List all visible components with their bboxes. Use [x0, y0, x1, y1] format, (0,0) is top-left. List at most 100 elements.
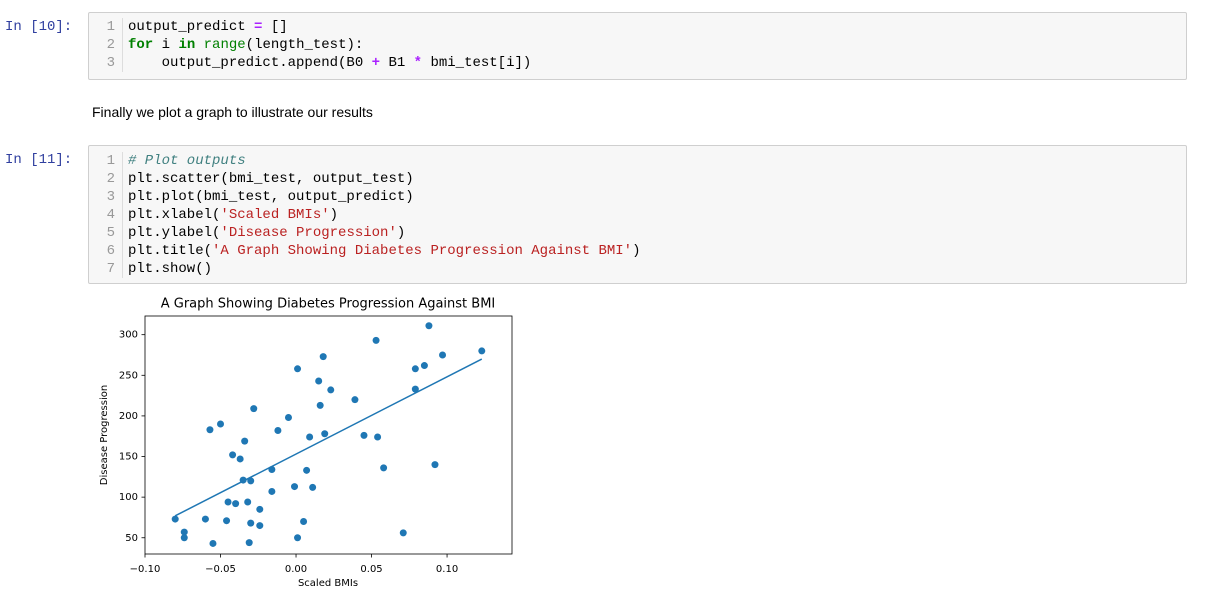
y-axis-label: Disease Progression [99, 385, 110, 485]
data-point [309, 483, 317, 491]
data-point [439, 351, 447, 359]
y-tick-label: 300 [119, 330, 138, 341]
code-token: ) [632, 243, 641, 259]
data-point [250, 405, 258, 413]
data-point [180, 534, 188, 542]
code-line: 1 output_predict = [] [89, 18, 1186, 36]
code-token: plt.ylabel( [128, 225, 221, 241]
data-point [319, 353, 327, 361]
data-point [374, 433, 382, 441]
data-point [411, 365, 419, 373]
data-point [223, 517, 231, 525]
prompt: In [10]: [5, 19, 73, 35]
data-point [236, 455, 244, 463]
data-point [209, 539, 217, 547]
data-point [268, 487, 276, 495]
prompt: In [11]: [5, 152, 73, 168]
code-token: plt.title( [128, 243, 213, 259]
data-point [245, 539, 253, 547]
y-tick-label: 150 [119, 452, 138, 463]
code-token: output_predict [128, 19, 255, 35]
data-point [229, 451, 237, 459]
line-number: 3 [89, 54, 123, 72]
data-point [315, 377, 323, 385]
code-token: [] [262, 19, 288, 35]
data-point [224, 498, 232, 506]
data-point [380, 464, 388, 472]
data-point [294, 534, 302, 542]
data-point [351, 396, 359, 404]
line-number: 2 [89, 36, 123, 54]
y-tick-label: 250 [119, 370, 138, 381]
code-token: plt.xlabel( [128, 207, 221, 223]
data-point [321, 430, 329, 438]
data-point [360, 431, 368, 439]
code-line: 6 plt.title('A Graph Showing Diabetes Pro… [89, 242, 1186, 260]
code-line: 2 for i in range (length_test): [89, 36, 1186, 54]
data-point [316, 401, 324, 409]
data-point [431, 461, 439, 469]
line-number: 2 [89, 170, 123, 188]
data-point [171, 515, 179, 523]
y-tick-label: 200 [119, 411, 138, 422]
code-line: 2 plt.scatter(bmi_test, output_test) [89, 170, 1186, 188]
line-number: 3 [89, 188, 123, 206]
code-token: 'A Graph Showing Diabetes Progression Ag… [212, 243, 633, 259]
code-token: 'Scaled BMIs' [220, 207, 330, 223]
code-token: bmi_test[i]) [422, 55, 532, 71]
code-token: = [254, 19, 263, 35]
code-token: in [178, 37, 196, 53]
x-axis-label: Scaled BMIs [298, 578, 358, 589]
data-point [294, 365, 302, 373]
fit-line [174, 358, 483, 517]
data-point [291, 483, 299, 491]
data-point [232, 500, 240, 508]
data-point [256, 505, 264, 513]
data-point [420, 362, 428, 370]
code-line: 7 plt.show() [89, 260, 1186, 278]
data-point [306, 433, 314, 441]
line-number: 1 [89, 152, 123, 170]
data-point [247, 519, 255, 527]
data-point [300, 518, 308, 526]
data-point [372, 336, 380, 344]
x-tick-label: −0.05 [205, 564, 236, 575]
code-token: ) [396, 225, 406, 241]
data-point [327, 386, 335, 394]
code-line: 3 output_predict.append(B0 + B1 * bmi_te… [89, 54, 1186, 72]
line-number: 7 [89, 260, 123, 278]
code-token: plt.show() [128, 261, 213, 277]
x-tick-label: 0.00 [285, 564, 307, 575]
line-number: 5 [89, 224, 123, 242]
plot-frame [144, 315, 513, 555]
y-tick-label: 100 [119, 492, 138, 503]
data-point [284, 414, 292, 422]
code-token: plt.scatter(bmi_test, output_test) [128, 171, 414, 187]
code-line: 5 plt.ylabel('Disease Progression') [89, 224, 1186, 242]
line-number: 1 [89, 18, 123, 36]
code-line: 1 # Plot outputs [89, 152, 1186, 170]
code-token: (length_test): [245, 37, 364, 53]
data-point [256, 522, 264, 530]
data-point [247, 477, 255, 485]
chart-title: A Graph Showing Diabetes Progression Aga… [161, 297, 496, 312]
markdown-text: Finally we plot a graph to illustrate ou… [92, 104, 373, 120]
code-token: i [153, 37, 179, 53]
code-token: range [203, 37, 246, 53]
x-tick-label: 0.10 [436, 564, 458, 575]
y-tick-label: 50 [125, 533, 138, 544]
data-point [411, 385, 419, 393]
code-token: B1 [380, 55, 414, 71]
data-point [241, 437, 249, 445]
code-cell[interactable]: 1 # Plot outputs 2 plt.scatter(bmi_test, ou… [88, 145, 1187, 284]
data-point [244, 498, 252, 506]
line-number: 4 [89, 206, 123, 224]
code-line: 3 plt.plot(bmi_test, output_predict) [89, 188, 1186, 206]
code-token: * [413, 55, 423, 71]
data-point [180, 528, 188, 536]
code-line: 4 plt.xlabel('Scaled BMIs') [89, 206, 1186, 224]
code-token: 'Disease Progression' [220, 225, 397, 241]
code-cell[interactable]: 1 output_predict = [] 2 for i in range (leng… [88, 12, 1187, 80]
